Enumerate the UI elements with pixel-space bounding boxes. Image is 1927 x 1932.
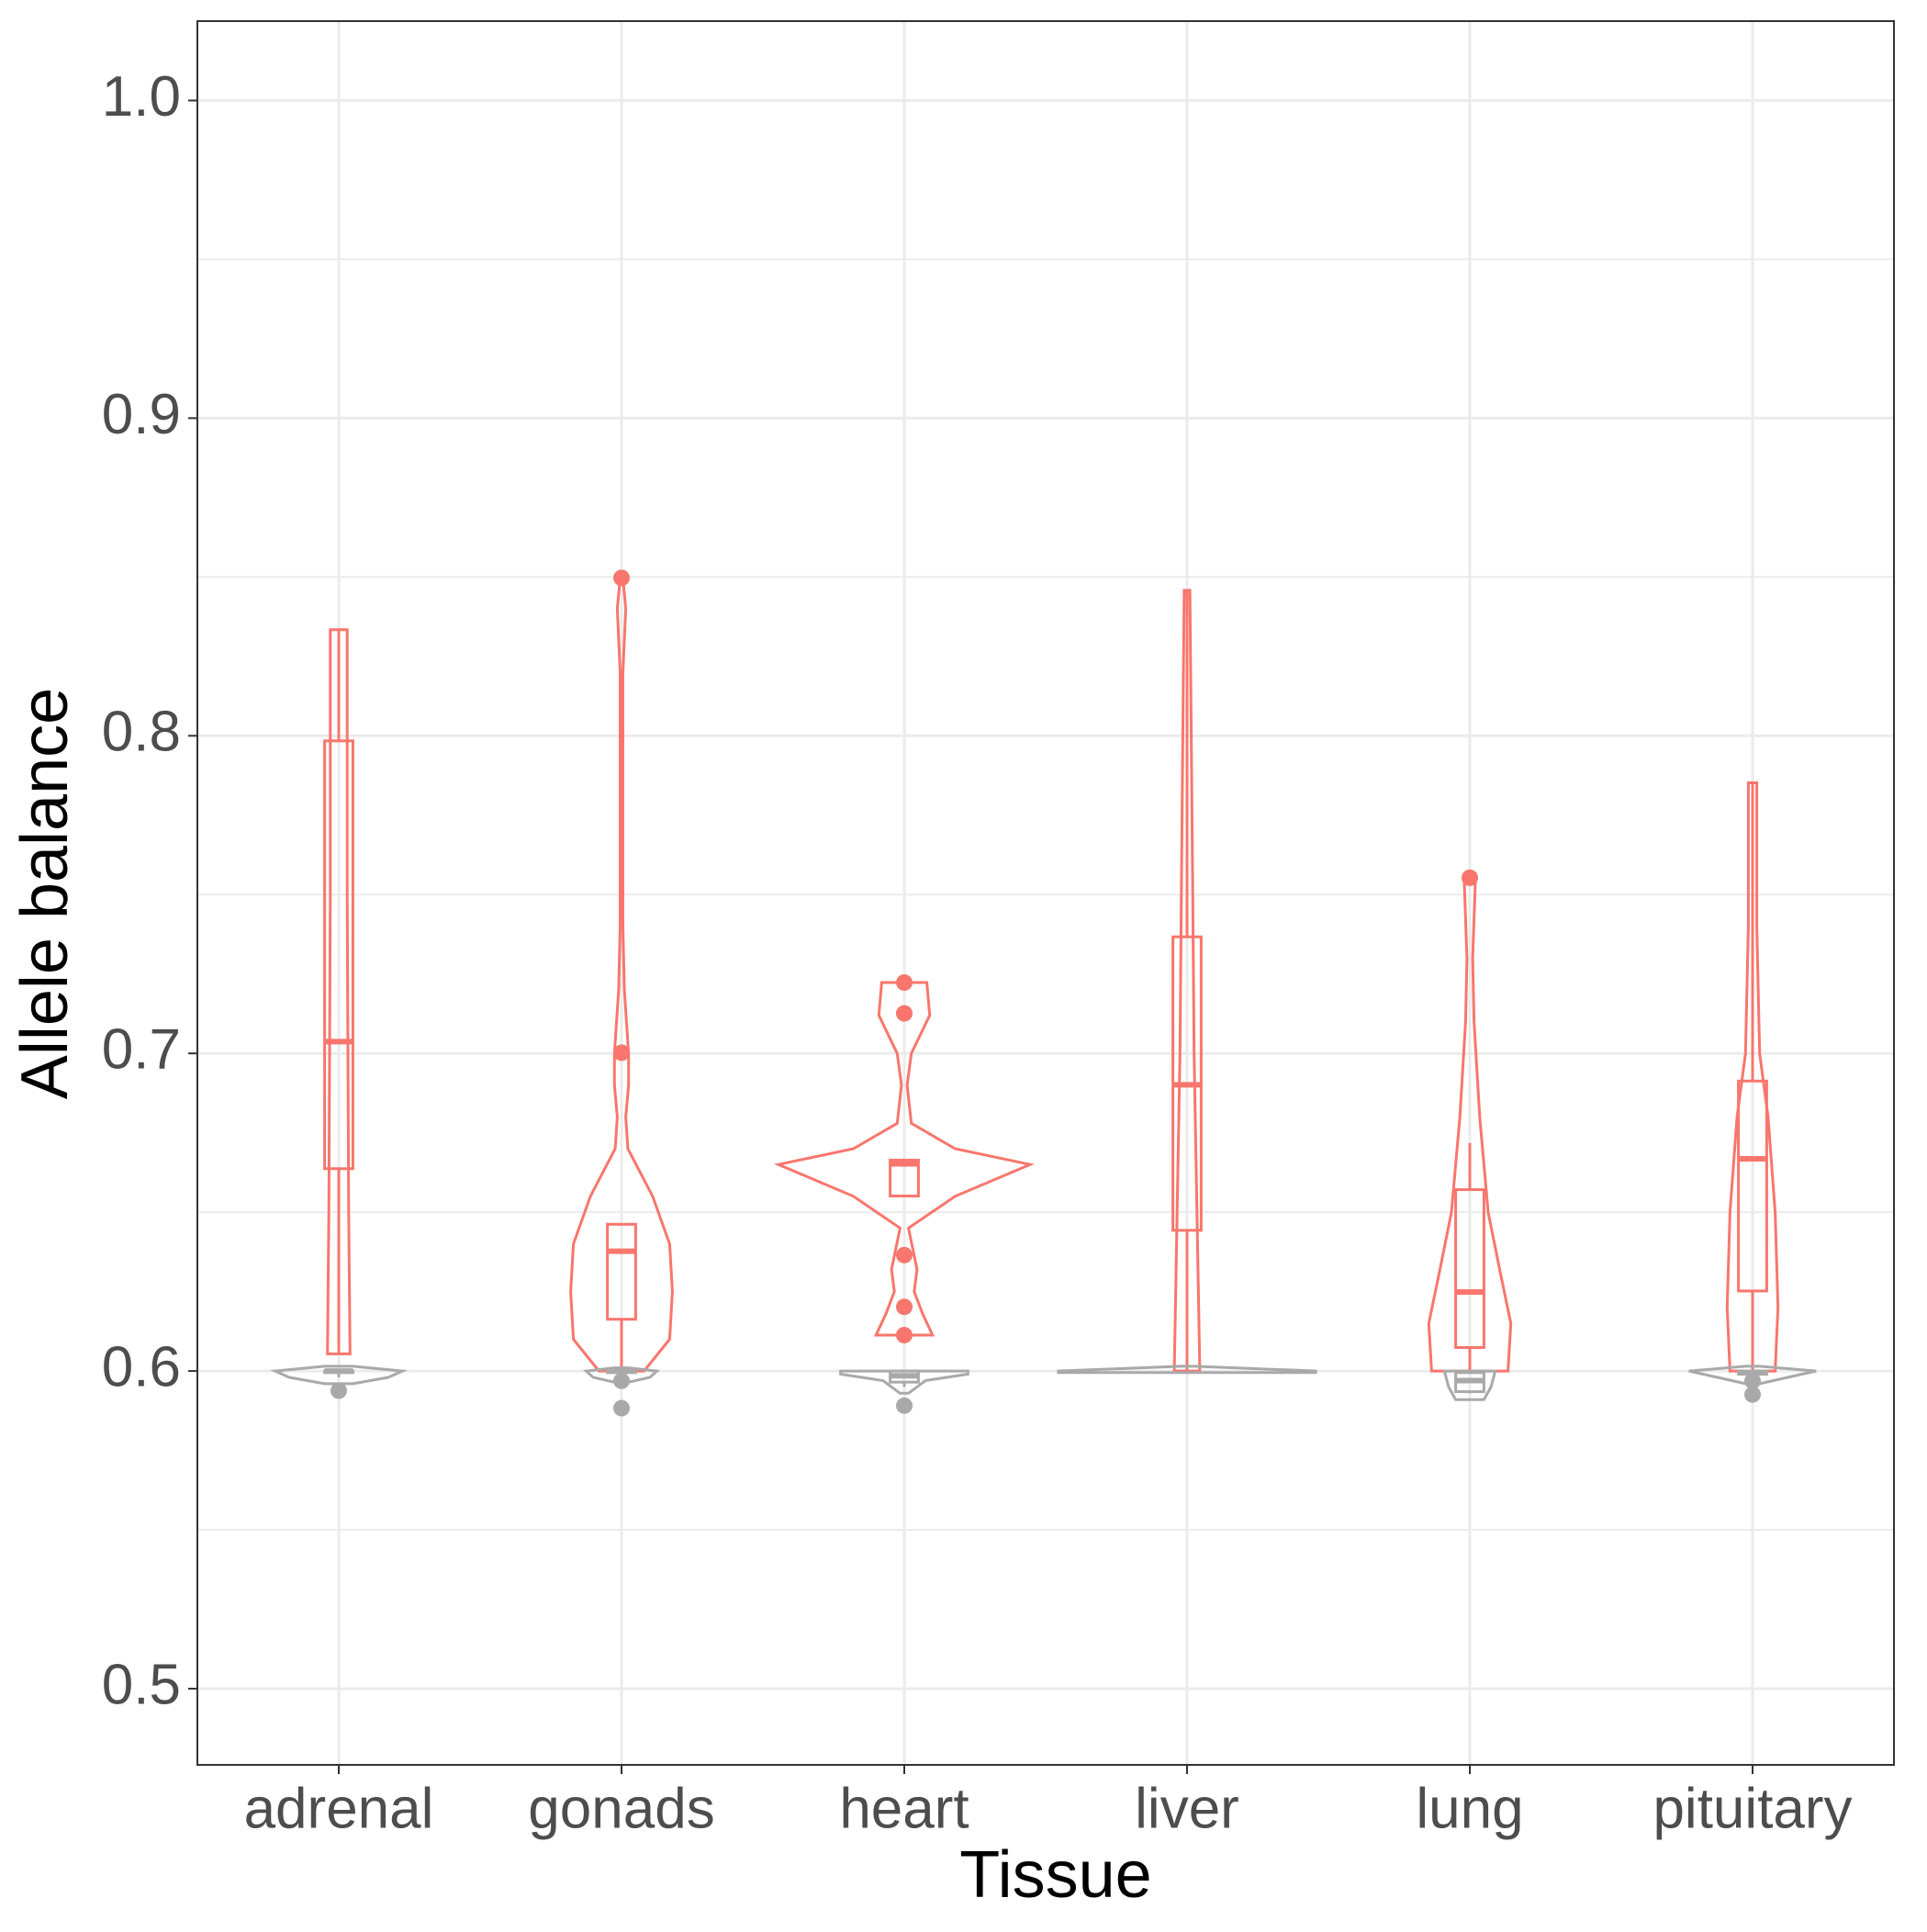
outlier [613, 1044, 630, 1061]
violin [1725, 781, 1780, 1373]
violin [1688, 1365, 1817, 1386]
box [889, 1158, 920, 1197]
x-axis-title: Tissue [959, 1838, 1151, 1912]
violin [1057, 1365, 1317, 1375]
outlier [613, 1399, 630, 1417]
violin [326, 628, 352, 1355]
x-tick-label: lung [1416, 1777, 1523, 1840]
violin [583, 1366, 660, 1384]
x-tick-label: liver [1135, 1777, 1239, 1840]
y-tick-label: 1.0 [102, 65, 181, 129]
x-tick-label: gonads [528, 1777, 714, 1840]
violin [1172, 589, 1202, 1373]
x-tick-label: heart [839, 1777, 969, 1840]
y-tick-label: 0.8 [102, 701, 181, 764]
y-tick-label: 0.5 [102, 1653, 181, 1716]
outlier [1744, 1372, 1761, 1389]
outlier [896, 1246, 913, 1264]
box [606, 1222, 637, 1321]
outlier [896, 1005, 913, 1022]
outlier [896, 1326, 913, 1343]
outlier [1462, 869, 1478, 886]
outlier [613, 1372, 630, 1389]
plot-border [196, 20, 1895, 1766]
outlier [896, 1397, 913, 1414]
y-axis-title: Allele balance [8, 688, 82, 1099]
outlier [896, 1298, 913, 1316]
outlier [896, 974, 913, 992]
outlier [1744, 1386, 1761, 1403]
y-tick-label: 0.6 [102, 1335, 181, 1398]
outlier [613, 569, 630, 587]
box [1737, 1079, 1768, 1293]
x-tick-label: pituitary [1653, 1777, 1852, 1840]
box [323, 739, 354, 1171]
y-tick-label: 0.7 [102, 1018, 181, 1082]
violin [1442, 1369, 1497, 1401]
violin [839, 1369, 969, 1395]
outlier [331, 1382, 347, 1399]
box [1454, 1188, 1485, 1349]
violin [773, 981, 1036, 1337]
x-tick-label: adrenal [244, 1777, 434, 1840]
y-tick-label: 0.9 [102, 383, 181, 446]
violin [269, 1365, 409, 1386]
